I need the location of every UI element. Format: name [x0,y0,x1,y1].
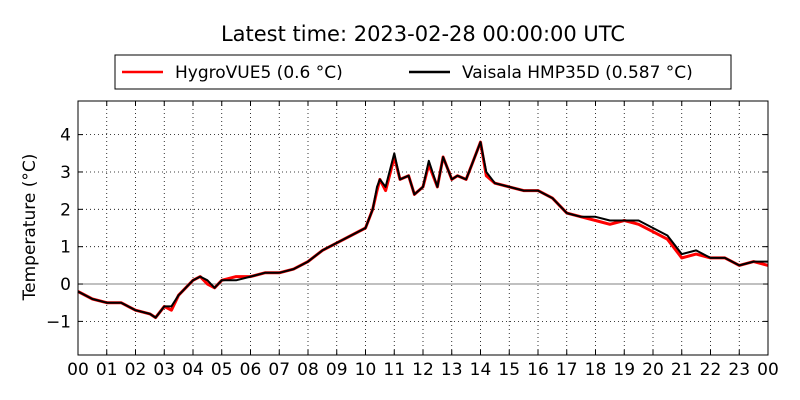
x-tick-label: 15 [498,360,520,380]
y-tick-label: 1 [60,238,71,258]
x-tick-label: 17 [556,360,578,380]
chart-title: Latest time: 2023-02-28 00:00:00 UTC [221,22,625,46]
x-tick-label: 22 [700,360,722,380]
y-tick-label: −1 [46,312,71,332]
x-tick-label: 08 [297,360,319,380]
x-tick-label: 21 [671,360,693,380]
x-tick-label: 20 [642,360,664,380]
plot-frame [77,100,769,356]
x-tick-label: 05 [211,360,233,380]
x-tick-label: 12 [412,360,434,380]
x-tick-label: 02 [125,360,147,380]
series-line-vaisala [77,141,768,319]
x-tick-label: 16 [527,360,549,380]
x-tick-label: 23 [728,360,750,380]
x-tick-label: 11 [383,360,405,380]
legend-label-hygrovue: HygroVUE5 (0.6 °C) [175,63,343,83]
y-tick-label: 2 [60,200,71,220]
x-tick-label: 10 [355,360,377,380]
x-tick-label: 13 [441,360,463,380]
x-tick-label: 01 [96,360,118,380]
legend-label-vaisala: Vaisala HMP35D (0.587 °C) [462,63,693,83]
x-tick-label: 00 [757,360,779,380]
x-tick-label: 06 [240,360,262,380]
y-axis-label: Temperature (°C) [20,154,40,302]
x-tick-label: 19 [613,360,635,380]
series-lines [77,140,769,320]
x-tick-label: 03 [153,360,175,380]
y-tick-label: 4 [60,126,71,146]
x-tick-label: 14 [470,360,492,380]
x-tick-label: 00 [67,360,89,380]
gridlines [78,101,768,355]
x-tick-label: 04 [182,360,204,380]
axis-ticks: 00 01 02 03 04 05 06 07 08 09 10 11 12 13 14 15 16 17 18 19… [46,101,779,380]
y-tick-label: 0 [60,275,71,295]
y-tick-label: 3 [60,163,71,183]
x-tick-label: 18 [585,360,607,380]
x-tick-label: 07 [268,360,290,380]
x-tick-label: 09 [326,360,348,380]
legend: HygroVUE5 (0.6 °C) Vaisala HMP35D (0.587… [114,54,732,90]
